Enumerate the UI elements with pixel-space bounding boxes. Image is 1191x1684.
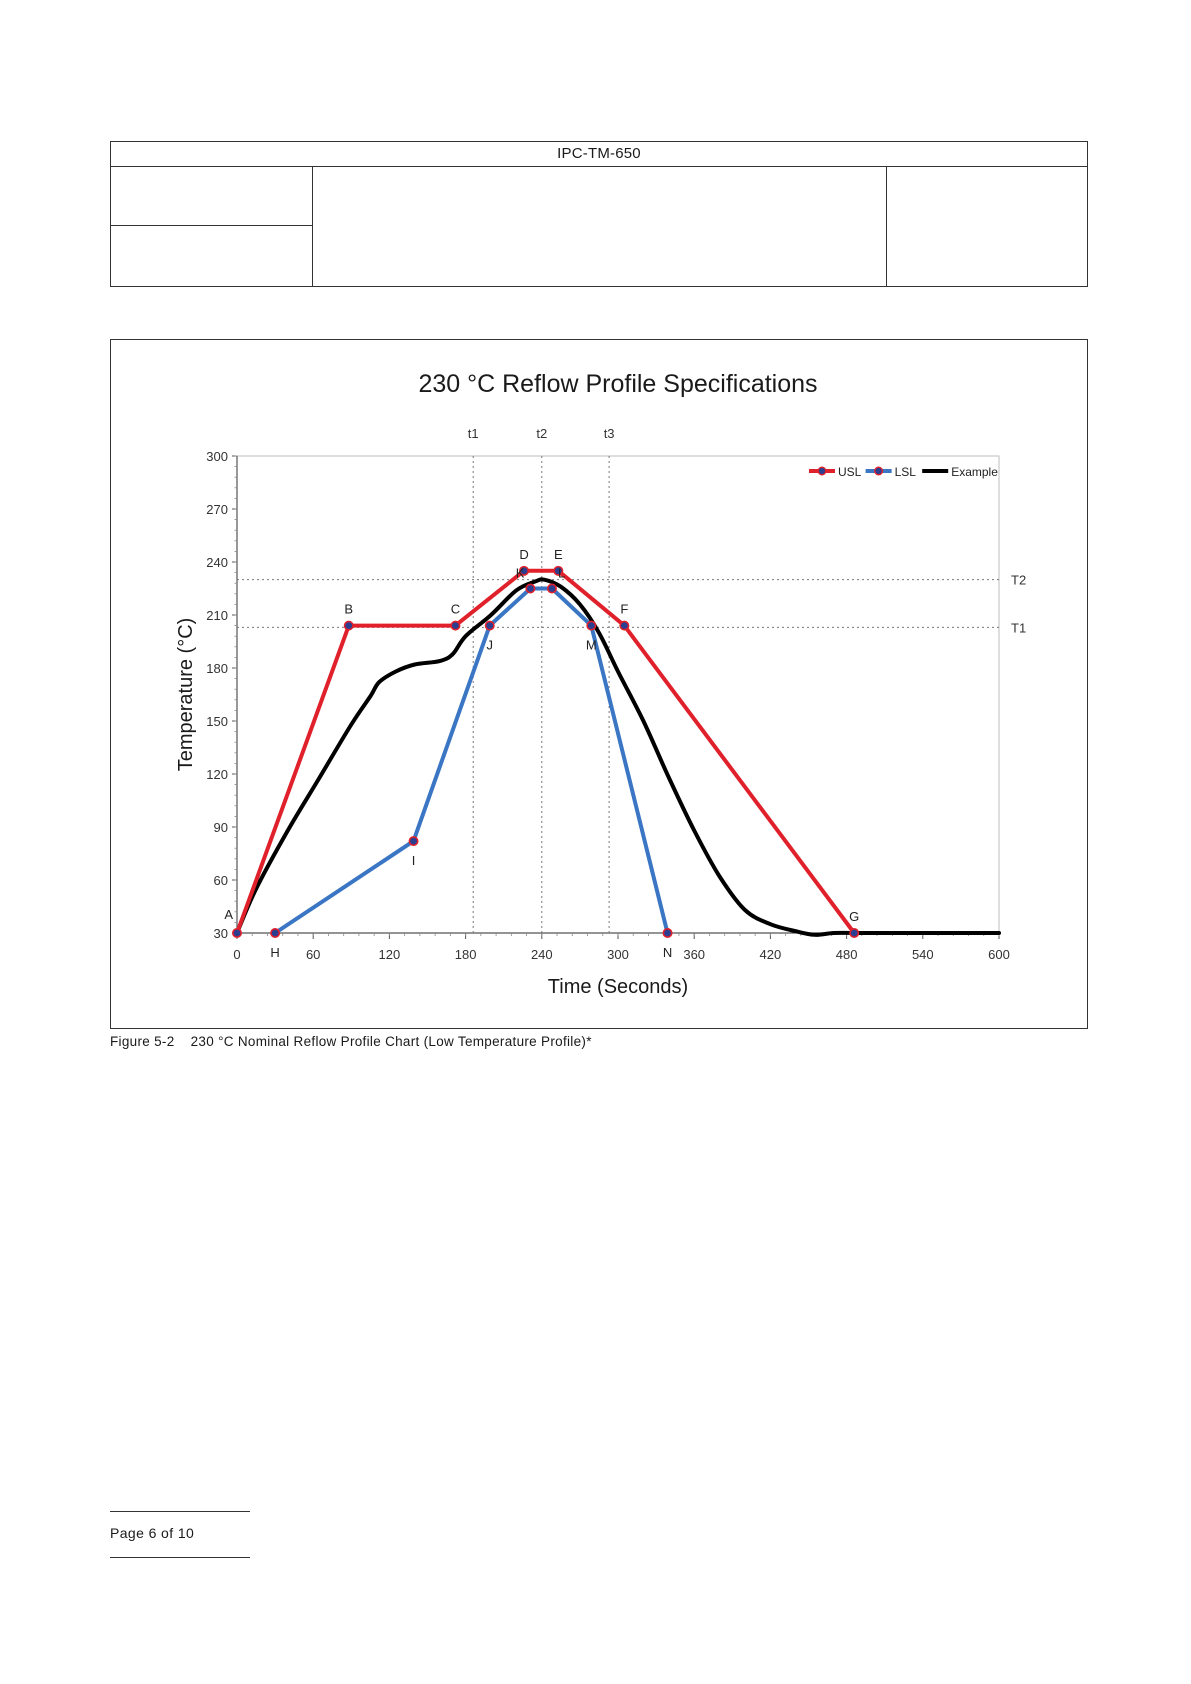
point-label: L (558, 566, 565, 581)
caption-number: Figure 5-2 (110, 1034, 175, 1049)
point-label: N (663, 945, 672, 960)
figure-caption: Figure 5-2 230 °C Nominal Reflow Profile… (110, 1034, 592, 1049)
legend-example-label: Example (951, 465, 998, 479)
x-tick-label: 600 (988, 947, 1010, 962)
caption-text: 230 °C Nominal Reflow Profile Chart (Low… (190, 1034, 592, 1049)
legend-lsl-label: LSL (895, 465, 917, 479)
x-tick-label: 480 (836, 947, 858, 962)
y-tick-label: 210 (206, 608, 228, 623)
header-cell-right (886, 166, 1087, 286)
y-tick-label: 30 (214, 926, 228, 941)
y-tick-label: 270 (206, 502, 228, 517)
series-usl-point (553, 565, 564, 576)
series-lsl-point (270, 927, 281, 938)
x-tick-label: 240 (531, 947, 553, 962)
point-label: K (516, 566, 525, 581)
point-label: B (344, 602, 353, 617)
series-lsl-point (408, 836, 419, 847)
header-cell-left-bottom (111, 226, 313, 286)
series-lsl-point (484, 620, 495, 631)
series-usl-point (343, 620, 354, 631)
point-label: M (586, 638, 597, 653)
document-id: IPC-TM-650 (111, 142, 1087, 167)
chart-title: 230 °C Reflow Profile Specifications (418, 370, 817, 398)
x-tick-label: 360 (683, 947, 705, 962)
point-label: G (849, 909, 859, 924)
y-tick-label: 240 (206, 555, 228, 570)
series-usl-point (519, 565, 530, 576)
series-usl-point (450, 620, 461, 631)
plot-frame (236, 455, 1000, 934)
footer-rule-top (110, 1511, 250, 1512)
point-label: F (620, 602, 628, 617)
header-cell-left-top (111, 166, 313, 226)
point-label: C (451, 602, 460, 617)
series-usl-line (235, 568, 857, 935)
vertical-reference-label: t2 (536, 426, 547, 441)
legend-usl-label: USL (838, 465, 862, 479)
series-lsl-point (546, 583, 557, 594)
page-number: Page 6 of 10 (110, 1525, 195, 1541)
y-tick-label: 150 (206, 714, 228, 729)
reflow-chart: 230 °C Reflow Profile Specifications 30 60… (175, 370, 1026, 998)
x-tick-label: 120 (379, 947, 401, 962)
x-tick-label: 540 (912, 947, 934, 962)
legend-usl-marker (817, 466, 827, 476)
x-tick-label: 60 (306, 947, 320, 962)
y-tick-label: 180 (206, 661, 228, 676)
horizontal-reference-label: T2 (1011, 573, 1026, 588)
point-label: J (486, 638, 493, 653)
header-cell-middle (313, 166, 886, 286)
y-tick-label: 300 (206, 449, 228, 464)
y-tick-label: 90 (214, 820, 228, 835)
y-tick-label: 60 (214, 873, 228, 888)
footer-rule-bottom (110, 1557, 250, 1558)
vertical-reference-label: t3 (604, 426, 615, 441)
point-label: A (224, 907, 233, 922)
x-tick-label: 420 (760, 947, 782, 962)
x-axis-label: Time (Seconds) (548, 976, 688, 998)
point-label: H (270, 945, 279, 960)
x-tick-label: 300 (607, 947, 629, 962)
vertical-reference-label: t1 (468, 426, 479, 441)
series-lsl-point (662, 927, 673, 938)
horizontal-reference-label: T1 (1011, 620, 1026, 635)
y-axis-label: Temperature (°C) (175, 618, 197, 772)
series-example-line (235, 577, 1001, 937)
y-tick-label: 120 (206, 767, 228, 782)
series-usl-point (619, 620, 630, 631)
x-tick-label: 180 (455, 947, 477, 962)
series-usl-point (849, 927, 860, 938)
series-lsl-point (586, 620, 597, 631)
series-lsl-point (525, 583, 536, 594)
legend-lsl-marker (874, 466, 884, 476)
point-label: D (519, 547, 528, 562)
point-label: I (412, 853, 416, 868)
series-usl-point (232, 927, 243, 938)
point-label: E (554, 547, 563, 562)
x-tick-label: 0 (233, 947, 240, 962)
figure-box: 230 °C Reflow Profile Specifications 30 60… (110, 339, 1088, 1029)
header-table: IPC-TM-650 (110, 141, 1088, 287)
